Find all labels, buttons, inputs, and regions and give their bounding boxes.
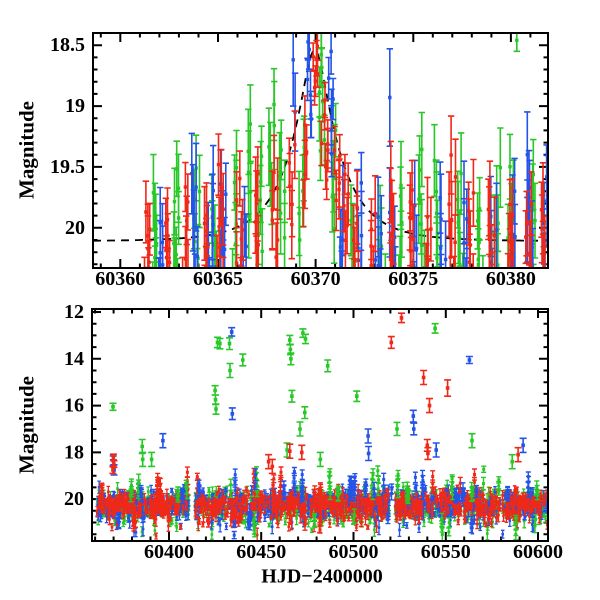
event-zoom-panel-data xyxy=(93,33,548,268)
y-tick-label: 12 xyxy=(64,301,84,323)
x-tick-label: 60380 xyxy=(486,268,536,290)
full-lightcurve-panel-spikes-red-markers xyxy=(132,514,363,532)
y-tick-label: 19.5 xyxy=(50,156,85,178)
x-tick-label: 60360 xyxy=(95,268,145,290)
bottom-panel-y-axis-label: Magnitude xyxy=(14,375,39,475)
panel-frame xyxy=(92,32,549,269)
full-lightcurve-panel-outliers-green-errorbars xyxy=(109,322,516,470)
x-tick-label: 60600 xyxy=(513,541,563,563)
x-tick-label: 60500 xyxy=(329,541,379,563)
y-tick-label: 20 xyxy=(65,217,85,239)
full-lightcurve-panel-outliers-red-markers xyxy=(111,316,520,472)
y-tick-label: 18.5 xyxy=(50,34,85,56)
full-lightcurve-panel-outliers-red-errorbars xyxy=(109,312,522,475)
y-tick-label: 19 xyxy=(65,95,85,117)
x-tick-label: 60400 xyxy=(144,541,194,563)
x-tick-label: 60370 xyxy=(291,268,341,290)
y-tick-label: 20 xyxy=(64,488,84,510)
event-zoom-panel-blue-errorbars xyxy=(155,33,548,268)
y-tick-label: 14 xyxy=(64,348,84,370)
full-lightcurve-panel-spikes-green-markers xyxy=(252,514,537,536)
y-tick-label: 18 xyxy=(64,441,84,463)
top-panel-y-axis-label: Magnitude xyxy=(14,100,39,200)
full-lightcurve-panel-spikes-green-markers xyxy=(129,467,539,499)
model-curve xyxy=(93,49,548,242)
x-tick-label: 60550 xyxy=(421,541,471,563)
full-lightcurve-panel-outliers-green-markers xyxy=(111,326,514,464)
axis-ticks xyxy=(92,309,548,541)
y-tick-label: 16 xyxy=(64,395,84,417)
full-lightcurve-panel-outliers-blue-markers xyxy=(111,330,525,472)
full-lightcurve-panel-data xyxy=(95,312,548,541)
event-zoom-panel: 60360 60365 60370 60375 60380 18.5 19 19.5 20 xyxy=(50,32,549,290)
full-lightcurve-panel: 60400 60450 60500 60550 60600 12 14 16 18 20 xyxy=(64,301,563,563)
bottom-panel-x-axis-label: HJD−2400000 xyxy=(261,565,383,588)
panel-frame xyxy=(91,308,549,542)
x-tick-label: 60365 xyxy=(193,268,243,290)
x-tick-label: 60450 xyxy=(236,541,286,563)
x-tick-label: 60375 xyxy=(388,268,438,290)
